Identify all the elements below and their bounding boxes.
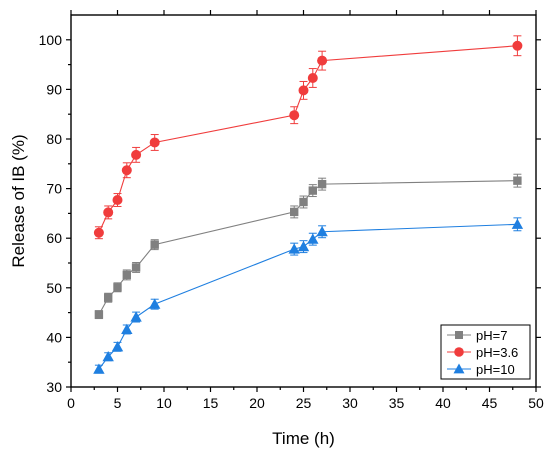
legend-entry: pH=10 [447, 362, 515, 377]
legend-marker [455, 331, 463, 339]
x-tick-label: 20 [249, 395, 265, 411]
series-line [98, 45, 518, 233]
x-tick-label: 25 [296, 395, 312, 411]
y-tick-label: 60 [46, 230, 62, 246]
data-point [298, 85, 309, 96]
x-tick-label: 40 [435, 395, 451, 411]
x-tick-label: 0 [67, 395, 75, 411]
data-point [307, 72, 318, 83]
series-square [94, 173, 522, 320]
x-tick-label: 35 [389, 395, 405, 411]
data-point [113, 283, 122, 292]
legend-entry: pH=7 [447, 328, 507, 343]
data-point [121, 165, 132, 176]
data-point [131, 149, 142, 160]
data-point [102, 351, 114, 362]
legend-entry: pH=3.6 [447, 345, 518, 360]
y-tick-label: 90 [46, 81, 62, 97]
data-point [512, 40, 523, 51]
data-point [149, 137, 160, 148]
x-tick-label: 30 [342, 395, 358, 411]
x-tick-label: 5 [114, 395, 122, 411]
data-point [122, 270, 131, 280]
axes-layer: 0 5 10 15 20 25 30 35 40 45 50 30 40 50 60 70 80 90 100 [39, 10, 544, 411]
y-tick-label: 80 [46, 131, 62, 147]
data-point [297, 240, 310, 252]
legend-label: pH=3.6 [476, 345, 518, 360]
data-point [93, 363, 105, 374]
x-tick-label: 50 [528, 395, 544, 411]
data-point [131, 263, 141, 272]
series-line [98, 180, 518, 315]
y-tick-label: 100 [39, 32, 63, 48]
data-point [299, 197, 308, 207]
data-point [316, 226, 328, 237]
data-point [511, 218, 524, 229]
x-tick-label: 15 [203, 395, 219, 411]
data-point [111, 341, 124, 352]
legend-label: pH=7 [476, 328, 507, 343]
x-tick-label: 10 [156, 395, 172, 411]
data-point [150, 240, 159, 249]
data-point [104, 293, 113, 302]
series-circle [93, 35, 523, 240]
data-point [94, 310, 104, 319]
series-triangle [93, 217, 524, 374]
data-point [288, 243, 300, 254]
y-tick-label: 40 [46, 329, 62, 345]
data-point [149, 298, 161, 309]
data-point [103, 207, 114, 218]
data-point [130, 311, 142, 322]
data-point [308, 186, 317, 195]
x-tick-label: 45 [482, 395, 498, 411]
legend-marker [454, 347, 464, 357]
y-axis-title: Release of IB (%) [9, 134, 28, 267]
data-point [121, 323, 133, 335]
y-tick-label: 50 [46, 280, 62, 296]
data-point [112, 195, 123, 206]
y-tick-label: 30 [46, 379, 62, 395]
plot-layer [93, 35, 524, 374]
legend-label: pH=10 [476, 362, 515, 377]
data-point [317, 179, 327, 189]
x-axis-title: Time (h) [272, 429, 335, 448]
data-point [307, 233, 319, 244]
y-tick-label: 70 [46, 181, 62, 197]
data-point [513, 176, 522, 185]
data-point [289, 110, 300, 121]
data-point [93, 227, 104, 238]
legend: pH=7 pH=3.6 pH=10 [440, 324, 531, 380]
legend-marker [453, 363, 465, 374]
data-point [317, 55, 328, 66]
data-point [290, 207, 299, 217]
